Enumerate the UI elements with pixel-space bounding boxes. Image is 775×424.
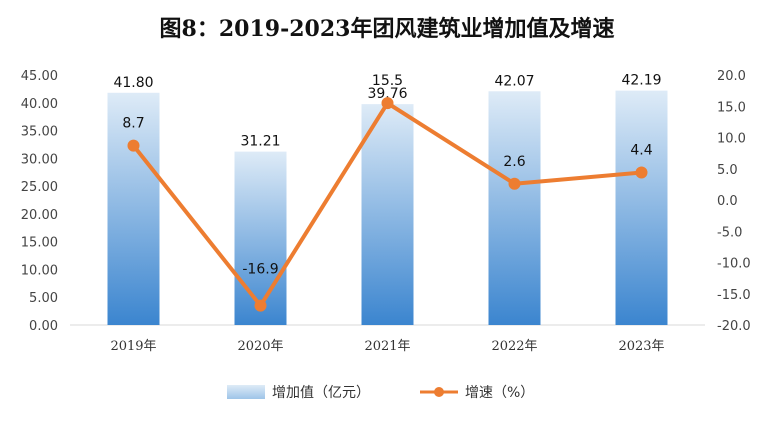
right-tick-label: -15.0 [717,288,751,303]
legend-line-label: 增速（%） [465,385,534,401]
legend: 增加值（亿元） 增速（%） [227,385,534,401]
bar [488,91,541,326]
line-series [127,97,648,312]
line-data-labels: 8.7 -16.9 15.5 2.6 4.4 [122,73,652,278]
line-point [635,166,648,179]
legend-line-marker [434,387,444,397]
line-value-label: 2.6 [503,154,525,170]
left-tick-label: 40.00 [21,97,58,112]
right-tick-label: 10.0 [717,132,746,147]
line-point [127,139,140,152]
line-point [381,97,394,110]
left-tick-label: 10.00 [21,263,58,278]
left-tick-label: 15.00 [21,236,58,251]
x-tick-label: 2019年 [110,339,156,354]
right-tick-label: 15.0 [717,100,746,115]
line-value-label: 8.7 [122,116,144,132]
left-tick-label: 35.00 [21,125,58,140]
left-tick-label: 0.00 [29,319,58,334]
bar-value-label: 42.07 [494,73,534,89]
x-tick-label: 2021年 [364,339,410,354]
right-tick-label: 0.0 [717,194,738,209]
left-tick-label: 30.00 [21,152,58,167]
right-tick-label: 20.0 [717,69,746,84]
right-axis: -20.0 -15.0 -10.0 -5.0 0.0 5.0 10.0 15.0 20.0 [717,69,751,334]
line-point [254,299,267,312]
left-tick-label: 45.00 [21,69,58,84]
x-tick-label: 2023年 [618,339,664,354]
bar-series [107,90,668,326]
line-point [508,177,521,190]
bar [234,151,287,325]
bar [107,92,160,326]
right-tick-label: -20.0 [717,319,751,334]
bar-value-label: 39.76 [367,86,407,102]
legend-bar-label: 增加值（亿元） [272,385,370,401]
bar-value-label: 31.21 [240,134,280,150]
line-value-label: -16.9 [242,262,278,278]
left-tick-label: 5.00 [29,291,58,306]
chart-title: 图8：2019-2023年团风建筑业增加值及增速 [160,16,615,42]
x-axis-labels: 2019年 2020年 2021年 2022年 2023年 [110,339,664,354]
right-tick-label: 5.0 [717,163,738,178]
x-tick-label: 2022年 [491,339,537,354]
left-tick-label: 20.00 [21,208,58,223]
line-value-label: 15.5 [372,73,403,89]
bar [361,104,414,325]
bar-value-label: 41.80 [113,75,153,91]
x-tick-label: 2020年 [237,339,283,354]
bar [615,90,668,325]
line-value-label: 4.4 [630,143,652,159]
left-axis: 0.00 5.00 10.00 15.00 20.00 25.00 30.00 35.00 40… [21,69,58,334]
bar-data-labels: 41.80 31.21 39.76 42.07 42.19 [113,73,661,150]
bar-value-label: 42.19 [621,73,661,89]
legend-bar-swatch [227,385,265,399]
right-tick-label: -5.0 [717,225,742,240]
left-tick-label: 25.00 [21,180,58,195]
right-tick-label: -10.0 [717,257,751,272]
